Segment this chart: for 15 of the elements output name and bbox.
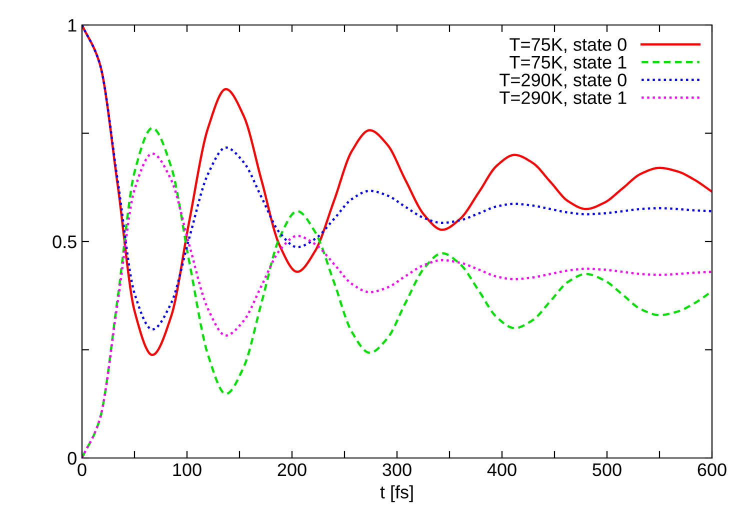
x-tick-label: 500 [592, 463, 622, 476]
x-tick-label: 0 [78, 463, 86, 476]
x-tick-label: 100 [173, 463, 202, 476]
y-tick-label: 0 [68, 452, 76, 465]
x-tick-label: 600 [698, 463, 726, 476]
x-tick-label: 400 [487, 463, 516, 476]
x-tick-label: 200 [278, 463, 306, 476]
x-axis-title: t [fs] [380, 485, 413, 502]
legend-label: T=290K, state 1 [500, 91, 626, 106]
legend-label: T=75K, state 0 [510, 38, 626, 54]
legend-label: T=75K, state 1 [510, 56, 626, 71]
x-tick-label: 300 [382, 463, 412, 476]
y-tick-label: 1 [68, 19, 76, 32]
legend-label: T=290K, state 0 [500, 74, 626, 88]
y-tick-label: 0.5 [52, 235, 76, 248]
